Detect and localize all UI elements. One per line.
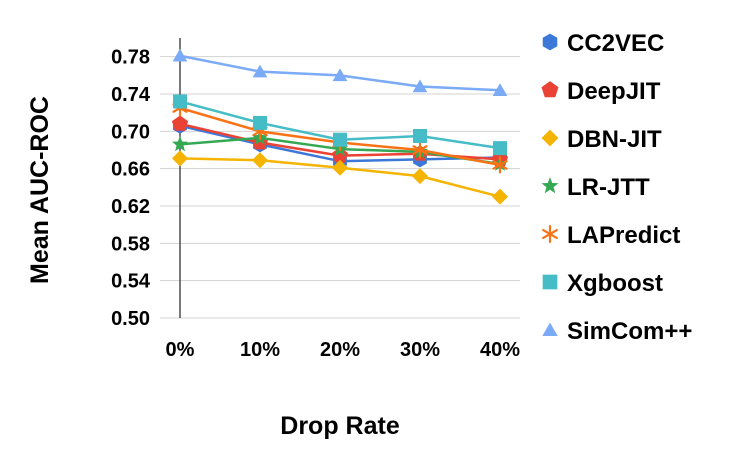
data-point-simcom bbox=[172, 48, 188, 62]
legend-label-cc2vec: CC2VEC bbox=[567, 30, 664, 57]
data-point-dbn-jit bbox=[332, 159, 348, 176]
legend-label-dbn-jit: DBN-JIT bbox=[567, 126, 662, 153]
legend-marker-dbn-jit bbox=[541, 129, 559, 147]
legend-marker-simcom bbox=[542, 322, 558, 337]
legend-item-lapredict: LAPredict bbox=[542, 222, 680, 249]
data-point-simcom bbox=[252, 64, 268, 78]
data-point-xgboost bbox=[173, 94, 187, 109]
data-point-dbn-jit bbox=[492, 188, 508, 205]
legend-item-dbn-jit: DBN-JIT bbox=[541, 126, 662, 153]
y-tick-label: 0.62 bbox=[111, 196, 150, 218]
data-point-lapredict bbox=[492, 156, 508, 174]
series-xgboost bbox=[173, 94, 507, 156]
y-axis-ticks: 0.50 0.54 0.58 0.62 0.66 0.70 0.74 0.78 bbox=[111, 47, 151, 330]
legend-item-simcom: SimCom++ bbox=[542, 318, 692, 345]
data-point-xgboost bbox=[253, 115, 267, 130]
data-point-xgboost bbox=[413, 129, 427, 143]
legend-label-simcom: SimCom++ bbox=[567, 318, 692, 345]
data-point-simcom bbox=[332, 68, 348, 82]
y-tick-label: 0.74 bbox=[111, 84, 151, 106]
x-tick-label: 0% bbox=[166, 339, 195, 361]
legend-label-xgboost: Xgboost bbox=[567, 270, 663, 297]
data-point-dbn-jit bbox=[412, 168, 428, 185]
legend-label-lr-jtt: LR-JTT bbox=[567, 174, 650, 201]
data-point-deepjit bbox=[331, 147, 349, 163]
x-tick-label: 20% bbox=[320, 339, 360, 361]
x-tick-label: 10% bbox=[240, 339, 280, 361]
y-axis-label: Mean AUC-ROC bbox=[26, 96, 54, 284]
data-point-xgboost bbox=[493, 141, 507, 156]
series-lines bbox=[171, 48, 509, 205]
x-axis-ticks: 0% 10% 20% 30% 40% bbox=[166, 339, 521, 361]
legend-marker-lapredict bbox=[542, 225, 558, 243]
y-tick-label: 0.70 bbox=[111, 121, 150, 143]
data-point-simcom bbox=[492, 83, 508, 97]
legend-label-deepjit: DeepJIT bbox=[567, 78, 661, 105]
legend-item-cc2vec: CC2VEC bbox=[542, 30, 664, 57]
legend-marker-lr-jtt bbox=[541, 177, 559, 194]
series-simcom bbox=[172, 48, 508, 97]
legend-label-lapredict: LAPredict bbox=[567, 222, 680, 249]
data-point-deepjit bbox=[171, 115, 189, 131]
y-tick-label: 0.78 bbox=[111, 47, 150, 69]
y-tick-label: 0.54 bbox=[111, 271, 151, 293]
legend-item-lr-jtt: LR-JTT bbox=[541, 174, 650, 201]
data-point-xgboost bbox=[333, 132, 347, 147]
legend-marker-deepjit bbox=[541, 81, 559, 98]
x-tick-label: 30% bbox=[400, 339, 440, 361]
data-point-dbn-jit bbox=[172, 150, 188, 167]
legend: CC2VEC DeepJIT DBN-JIT LR-JTT LAPredict Xgboo… bbox=[541, 30, 692, 345]
data-point-lapredict bbox=[412, 141, 428, 159]
legend-item-xgboost: Xgboost bbox=[542, 270, 663, 297]
x-axis-label: Drop Rate bbox=[280, 412, 400, 440]
data-point-lr-jtt bbox=[171, 135, 189, 152]
data-point-simcom bbox=[412, 79, 428, 93]
y-tick-label: 0.66 bbox=[111, 159, 150, 181]
series-dbn-jit bbox=[172, 150, 508, 205]
legend-item-deepjit: DeepJIT bbox=[541, 78, 661, 105]
legend-marker-xgboost bbox=[542, 274, 558, 290]
y-tick-label: 0.50 bbox=[111, 308, 150, 330]
x-tick-label: 40% bbox=[480, 339, 520, 361]
y-tick-label: 0.58 bbox=[111, 233, 150, 255]
data-point-dbn-jit bbox=[252, 152, 268, 169]
legend-marker-cc2vec bbox=[542, 33, 558, 51]
